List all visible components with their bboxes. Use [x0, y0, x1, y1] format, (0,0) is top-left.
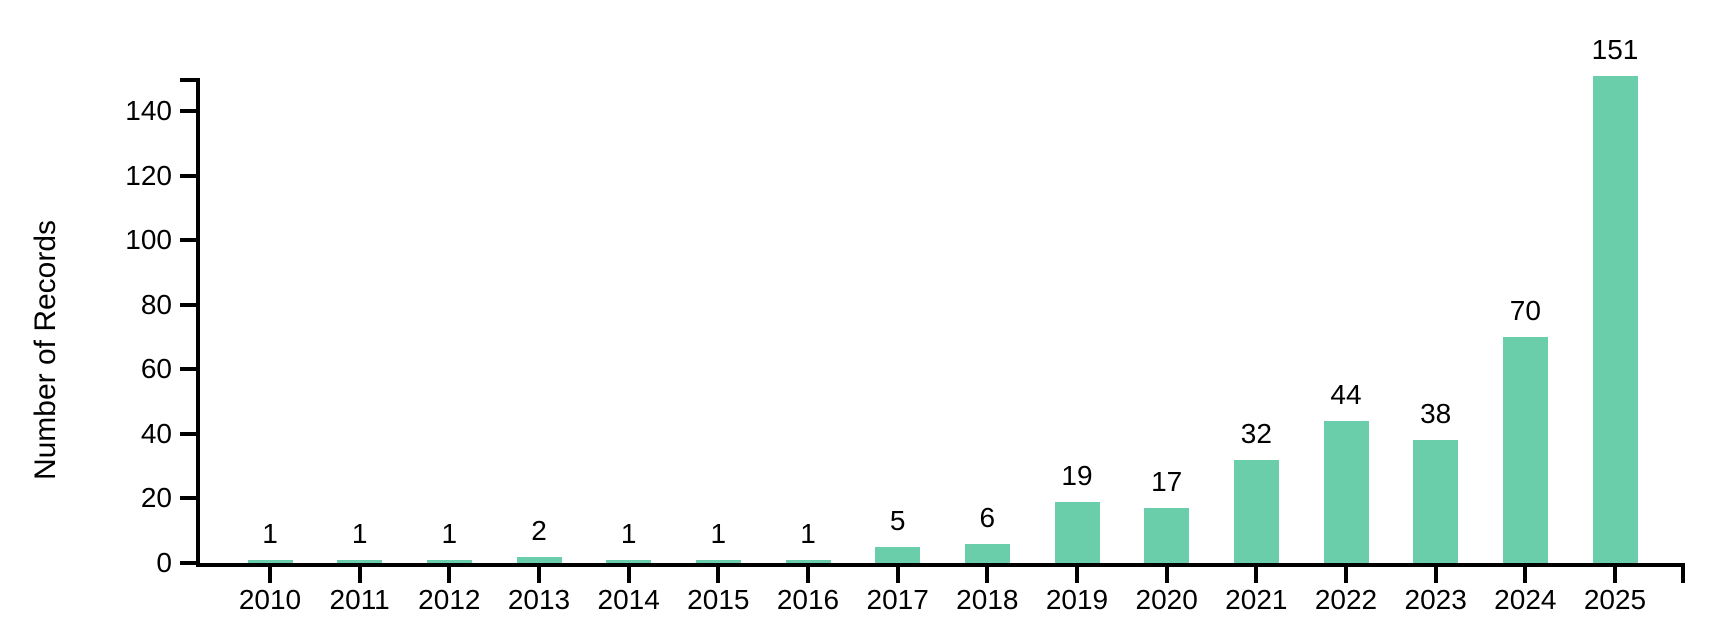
bar-value-label: 70: [1509, 295, 1541, 327]
bar-value-label: 5: [889, 504, 906, 536]
y-tick: [180, 431, 196, 436]
bar: [785, 559, 831, 563]
bar: [606, 559, 652, 563]
plot-area: 0 20 40 60 80 100 120 140 1 2010 1 2011 1 2012 2 2013 1 2…: [125, 34, 1685, 615]
bar: [964, 543, 1010, 563]
x-tick-label: 2014: [597, 584, 660, 615]
bar-value-label: 1: [441, 517, 458, 549]
y-tick: [180, 173, 196, 178]
x-tick: [985, 567, 990, 583]
bar-value-label: 1: [262, 517, 278, 549]
x-tick-label: 2022: [1314, 584, 1378, 615]
bar: [1592, 75, 1638, 563]
bar-value-label: 38: [1420, 398, 1452, 430]
bar-value-label: 1: [351, 517, 368, 549]
x-tick: [537, 567, 541, 583]
x-tick: [1433, 567, 1438, 583]
bar-value-label: 32: [1240, 417, 1272, 449]
bar: [1054, 501, 1100, 563]
x-tick: [447, 567, 452, 583]
x-tick-label: 2011: [329, 584, 390, 615]
x-tick: [806, 567, 810, 583]
x-tick: [1254, 567, 1259, 583]
y-tick: [180, 302, 196, 307]
y-axis-line: [196, 78, 200, 567]
y-tick: [180, 238, 196, 243]
y-tick-label: 80: [140, 288, 172, 320]
bar: [337, 559, 383, 563]
bar-value-label: 1: [800, 517, 816, 549]
bar: [1233, 459, 1279, 563]
bar: [516, 556, 562, 563]
x-tick: [716, 567, 721, 583]
y-tick-label: 60: [140, 353, 172, 385]
bar: [875, 546, 921, 563]
bar: [426, 559, 472, 563]
x-tick: [895, 567, 900, 583]
x-tick: [1523, 567, 1528, 583]
bar: [695, 559, 741, 563]
x-tick: [1613, 567, 1617, 583]
x-tick-label: 2016: [776, 584, 840, 615]
x-tick-label: 2010: [238, 584, 302, 615]
x-tick: [1164, 567, 1169, 583]
bar-value-label: 6: [979, 501, 996, 533]
y-tick: [180, 109, 196, 114]
x-axis-end-tick: [1681, 567, 1685, 583]
x-tick-label: 2025: [1583, 584, 1647, 615]
y-tick-label: 40: [140, 417, 172, 449]
bar: [1502, 337, 1548, 563]
y-axis-end-tick: [180, 78, 196, 82]
x-tick: [1075, 567, 1079, 583]
bar: [1144, 508, 1190, 563]
y-axis-title: Number of Records: [29, 219, 62, 481]
x-tick: [1344, 567, 1348, 583]
x-tick-label: 2023: [1404, 584, 1467, 615]
y-tick: [180, 367, 196, 372]
y-tick-label: 100: [125, 224, 172, 256]
bar-value-label: 2: [531, 514, 547, 546]
x-tick: [357, 567, 362, 583]
bar-value-label: 151: [1591, 33, 1639, 65]
x-axis-line: [196, 563, 1685, 567]
x-tick-label: 2015: [687, 584, 750, 615]
x-tick-label: 2024: [1494, 584, 1557, 615]
y-tick-label: 20: [140, 482, 172, 514]
bar-value-label: 19: [1061, 459, 1093, 491]
y-tick: [180, 561, 196, 565]
bar: [1323, 421, 1369, 563]
x-tick: [268, 567, 272, 583]
x-tick: [626, 567, 631, 583]
y-tick: [180, 496, 196, 501]
bar: [1413, 440, 1459, 563]
x-tick-label: 2021: [1225, 584, 1288, 615]
x-tick-label: 2013: [507, 584, 571, 615]
bar-value-label: 1: [710, 517, 727, 549]
y-tick-label: 0: [156, 547, 172, 578]
x-tick-label: 2020: [1135, 584, 1198, 615]
bar-value-label: 44: [1330, 379, 1362, 411]
x-tick-label: 2017: [866, 584, 929, 615]
x-tick-label: 2018: [956, 584, 1019, 615]
y-tick-label: 140: [125, 95, 172, 127]
bar-value-label: 17: [1151, 466, 1183, 498]
y-tick-label: 120: [125, 159, 172, 191]
bar-value-label: 1: [620, 517, 637, 549]
x-tick-label: 2019: [1045, 584, 1109, 615]
x-tick-label: 2012: [418, 584, 481, 615]
bar: [247, 559, 293, 563]
